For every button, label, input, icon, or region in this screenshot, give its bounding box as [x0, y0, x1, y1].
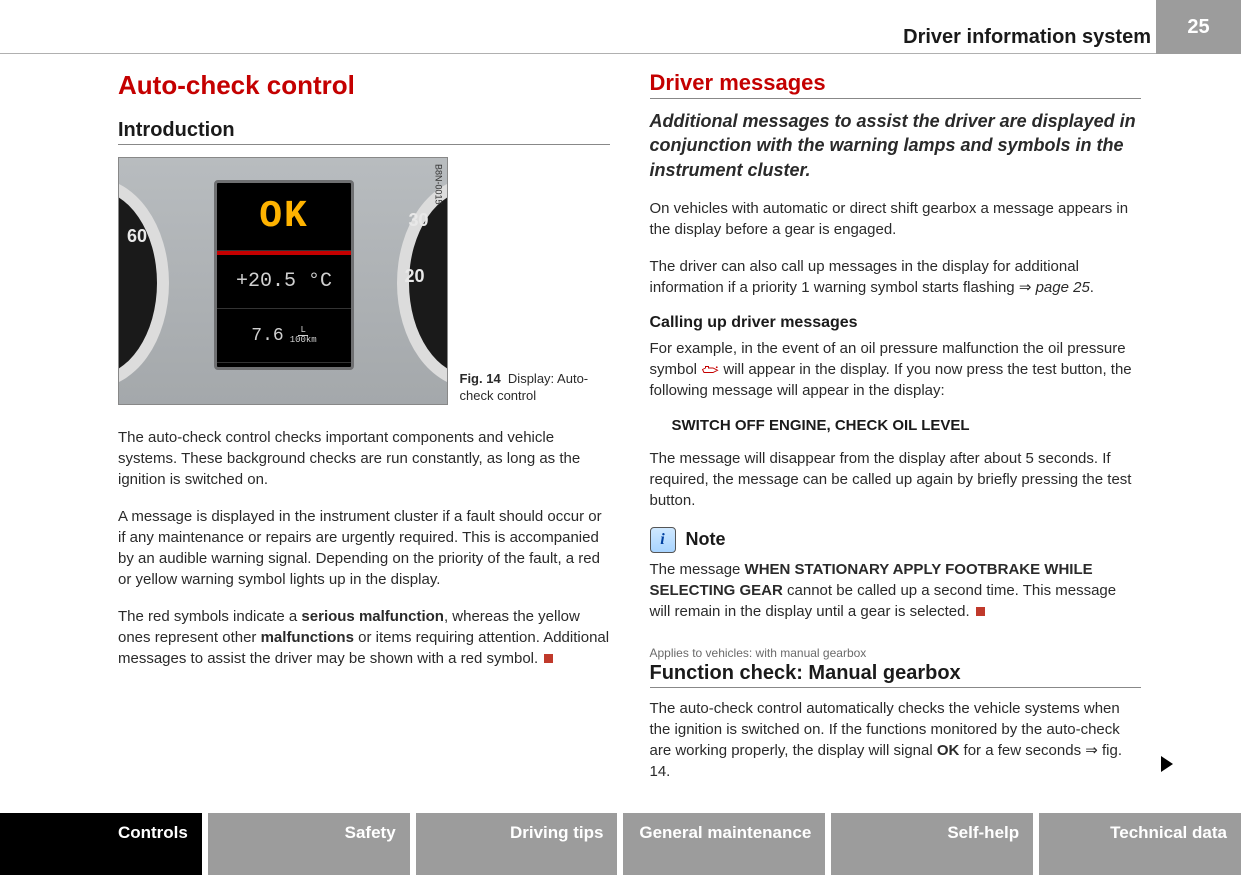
section-title: Auto-check control	[118, 70, 610, 101]
calling-up-para: For example, in the event of an oil pres…	[650, 338, 1142, 401]
left-gauge	[118, 178, 169, 388]
dm-para-1: On vehicles with automatic or direct shi…	[650, 198, 1142, 240]
disappear-para: The message will disappear from the disp…	[650, 448, 1142, 511]
tab-label: Safety	[345, 823, 396, 843]
tab-label: Technical data	[1110, 823, 1227, 843]
tab-label: Driving tips	[510, 823, 604, 843]
note-label: Note	[686, 529, 726, 550]
tab-safety[interactable]: Safety	[208, 813, 410, 875]
figure-14-instrument-cluster: 60 30 20 OK +20.5 °C 7.6 L 100km	[118, 157, 448, 405]
content-area: Auto-check control Introduction 60 30 20…	[118, 70, 1141, 780]
left-gauge-number: 60	[127, 226, 147, 247]
fc-bold: OK	[937, 742, 960, 759]
tab-label: Controls	[118, 823, 188, 843]
footer-tabs: Controls Safety Driving tips General mai…	[0, 813, 1241, 875]
info-icon: i	[650, 527, 676, 553]
center-display: OK +20.5 °C 7.6 L 100km	[214, 180, 354, 370]
page-number-badge: 25	[1156, 0, 1241, 54]
switch-off-message: SWITCH OFF ENGINE, CHECK OIL LEVEL	[672, 417, 1142, 434]
p3-pre: The red symbols indicate a	[118, 608, 301, 625]
tab-general-maintenance[interactable]: General maintenance	[623, 813, 825, 875]
display-ok-row: OK	[217, 183, 351, 251]
tab-technical-data[interactable]: Technical data	[1039, 813, 1241, 875]
header-title: Driver information system	[903, 26, 1151, 49]
display-fuel-row: 7.6 L 100km	[217, 309, 351, 363]
tab-label: General maintenance	[639, 823, 811, 843]
note-body: The message WHEN STATIONARY APPLY FOOTBR…	[650, 559, 1142, 622]
tab-driving-tips[interactable]: Driving tips	[416, 813, 618, 875]
intro-para-2: A message is displayed in the instrument…	[118, 506, 610, 590]
figure-14-wrap: 60 30 20 OK +20.5 °C 7.6 L 100km	[118, 157, 610, 405]
right-column: Driver messages Additional messages to a…	[650, 70, 1142, 780]
figure-caption: Fig. 14 Display: Auto-check control	[460, 371, 610, 405]
display-temp-row: +20.5 °C	[217, 255, 351, 309]
end-of-section-icon	[544, 654, 553, 663]
continue-arrow-icon	[1161, 756, 1173, 772]
dm2-pre: The driver can also call up messages in …	[650, 258, 1079, 296]
figure-caption-label: Fig. 14	[460, 371, 501, 386]
dm2-post: .	[1090, 279, 1094, 296]
applies-to-text: Applies to vehicles: with manual gearbox	[650, 646, 1142, 660]
intro-para-3: The red symbols indicate a serious malfu…	[118, 606, 610, 669]
fuel-unit-fraction: L 100km	[290, 326, 317, 345]
note-pre: The message	[650, 561, 745, 578]
cu-post: will appear in the display. If you now p…	[650, 361, 1132, 399]
end-of-section-icon	[976, 607, 985, 616]
dm2-page-ref: page 25	[1036, 279, 1090, 296]
p3-b2: malfunctions	[261, 629, 354, 646]
right-gauge-number-top: 30	[408, 210, 428, 231]
note-header: i Note	[650, 527, 1142, 553]
fuel-unit-bottom: 100km	[290, 336, 317, 345]
intro-para-1: The auto-check control checks important …	[118, 427, 610, 490]
left-column: Auto-check control Introduction 60 30 20…	[118, 70, 610, 780]
fuel-value: 7.6	[251, 326, 283, 346]
tab-controls[interactable]: Controls	[0, 813, 202, 875]
calling-up-title: Calling up driver messages	[650, 314, 1142, 332]
dm-para-2: The driver can also call up messages in …	[650, 256, 1142, 298]
page-root: Driver information system 25 Auto-check …	[0, 0, 1241, 875]
p3-b1: serious malfunction	[301, 608, 444, 625]
driver-messages-lead: Additional messages to assist the driver…	[650, 109, 1142, 182]
right-gauge-number-bottom: 20	[404, 266, 424, 287]
tab-self-help[interactable]: Self-help	[831, 813, 1033, 875]
figure-ref-code: B8N-0015	[434, 164, 444, 205]
driver-messages-title: Driver messages	[650, 70, 1142, 99]
subsection-title-introduction: Introduction	[118, 119, 610, 145]
oil-can-icon	[701, 365, 719, 375]
tab-label: Self-help	[947, 823, 1019, 843]
function-check-title: Function check: Manual gearbox	[650, 662, 1142, 688]
top-header-bar: Driver information system	[0, 22, 1241, 54]
function-check-para: The auto-check control automatically che…	[650, 698, 1142, 782]
